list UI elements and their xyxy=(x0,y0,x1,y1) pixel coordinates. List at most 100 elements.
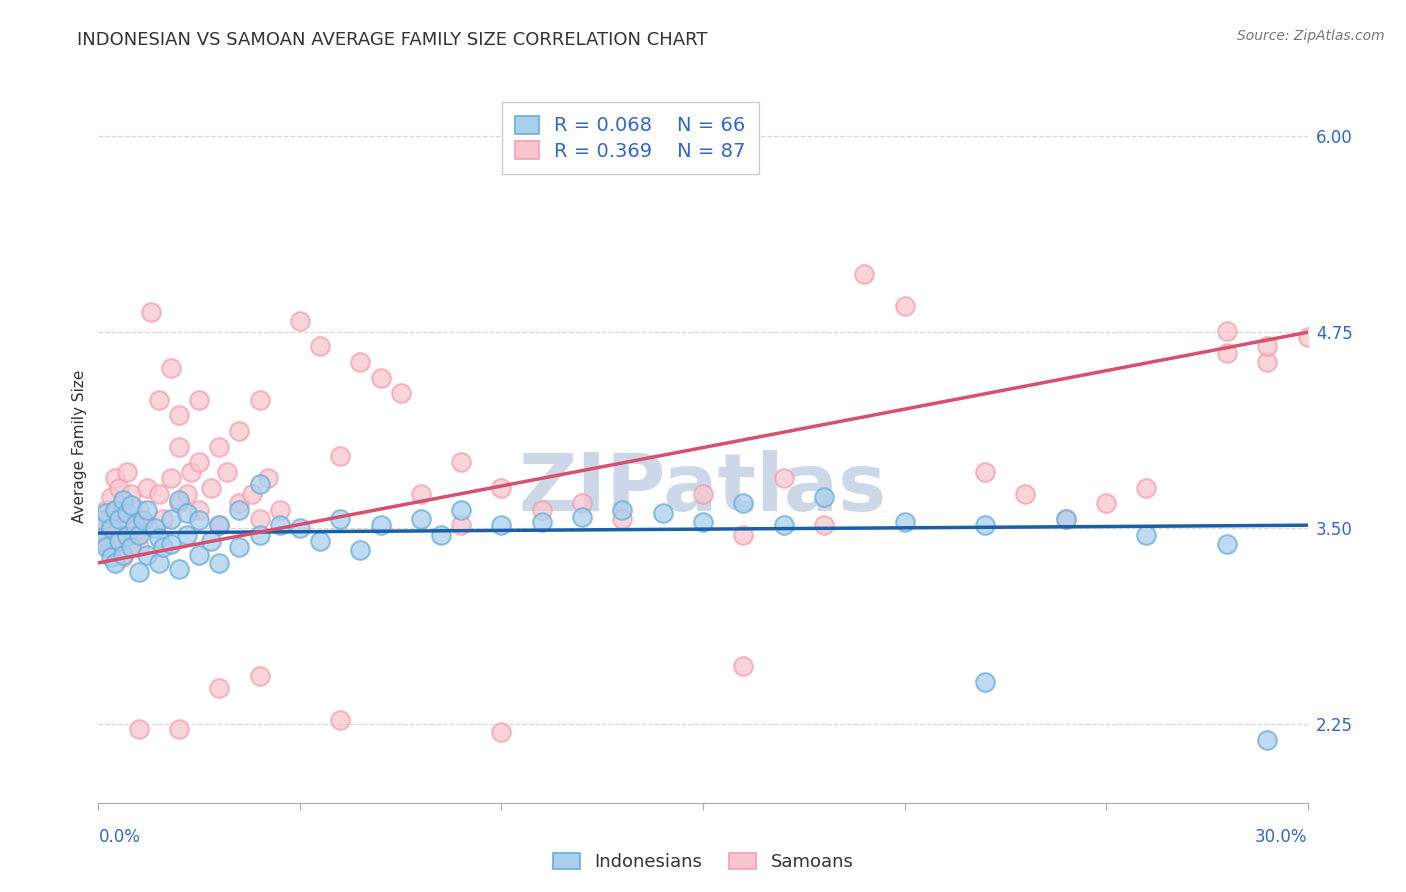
Point xyxy=(893,299,915,313)
Point xyxy=(135,502,157,516)
Point xyxy=(135,481,157,495)
Point xyxy=(115,529,138,543)
Point xyxy=(103,502,125,516)
Point xyxy=(128,527,150,541)
Point xyxy=(813,490,835,504)
Point xyxy=(107,533,129,548)
Point xyxy=(111,518,134,533)
Point xyxy=(107,533,129,548)
Point xyxy=(120,518,142,533)
Point xyxy=(612,502,634,516)
Point xyxy=(329,713,352,727)
Point xyxy=(91,514,114,528)
Point xyxy=(176,527,198,541)
Point xyxy=(100,549,122,564)
Point xyxy=(974,518,997,533)
Point xyxy=(100,521,122,535)
Point xyxy=(115,465,138,479)
Point xyxy=(733,659,755,673)
Point xyxy=(1014,487,1036,501)
Point xyxy=(176,506,198,520)
Point xyxy=(370,371,392,385)
Point xyxy=(188,514,211,528)
Point xyxy=(1095,496,1118,510)
Point xyxy=(450,455,472,469)
Point xyxy=(128,502,150,516)
Text: ZIPatlas: ZIPatlas xyxy=(519,450,887,528)
Point xyxy=(96,540,118,554)
Point xyxy=(160,537,183,551)
Point xyxy=(1054,512,1077,526)
Point xyxy=(96,502,118,516)
Point xyxy=(1216,345,1239,359)
Point xyxy=(430,527,453,541)
Point xyxy=(167,409,190,423)
Point xyxy=(853,267,876,281)
Point xyxy=(124,518,146,533)
Point xyxy=(1256,355,1278,369)
Point xyxy=(200,533,222,548)
Point xyxy=(409,512,432,526)
Point xyxy=(692,515,714,529)
Point xyxy=(228,502,250,516)
Point xyxy=(167,493,190,508)
Point xyxy=(256,471,278,485)
Point xyxy=(733,527,755,541)
Point xyxy=(692,487,714,501)
Point xyxy=(450,502,472,516)
Point xyxy=(208,556,231,570)
Point xyxy=(409,487,432,501)
Point xyxy=(329,512,352,526)
Point xyxy=(143,521,166,535)
Point xyxy=(160,471,183,485)
Point xyxy=(329,449,352,463)
Point xyxy=(148,556,170,570)
Point xyxy=(96,506,118,520)
Point xyxy=(974,465,997,479)
Point xyxy=(249,392,271,407)
Point xyxy=(91,533,114,548)
Point xyxy=(249,477,271,491)
Point xyxy=(103,502,125,516)
Point xyxy=(571,510,593,524)
Y-axis label: Average Family Size: Average Family Size xyxy=(72,369,87,523)
Point xyxy=(309,533,332,548)
Point xyxy=(389,386,412,401)
Text: 0.0%: 0.0% xyxy=(98,828,141,846)
Point xyxy=(128,540,150,554)
Point xyxy=(91,533,114,548)
Point xyxy=(160,361,183,376)
Point xyxy=(228,496,250,510)
Point xyxy=(1256,339,1278,353)
Point xyxy=(188,548,211,562)
Legend: Indonesians, Samoans: Indonesians, Samoans xyxy=(546,846,860,879)
Point xyxy=(208,518,231,533)
Point xyxy=(349,355,371,369)
Point xyxy=(176,487,198,501)
Point xyxy=(96,527,118,541)
Point xyxy=(128,722,150,736)
Point xyxy=(217,465,239,479)
Point xyxy=(103,556,125,570)
Point xyxy=(103,471,125,485)
Point xyxy=(370,518,392,533)
Point xyxy=(128,566,150,580)
Point xyxy=(167,722,190,736)
Point xyxy=(208,681,231,696)
Point xyxy=(100,518,122,533)
Point xyxy=(115,512,138,526)
Point xyxy=(115,506,138,520)
Point xyxy=(249,669,271,683)
Point xyxy=(139,305,162,319)
Point xyxy=(160,512,183,526)
Point xyxy=(111,549,134,564)
Point xyxy=(530,502,553,516)
Point xyxy=(208,440,231,454)
Point xyxy=(772,471,794,485)
Point xyxy=(974,675,997,690)
Point xyxy=(148,487,170,501)
Point xyxy=(249,512,271,526)
Point xyxy=(91,518,114,533)
Point xyxy=(228,540,250,554)
Point xyxy=(288,521,311,535)
